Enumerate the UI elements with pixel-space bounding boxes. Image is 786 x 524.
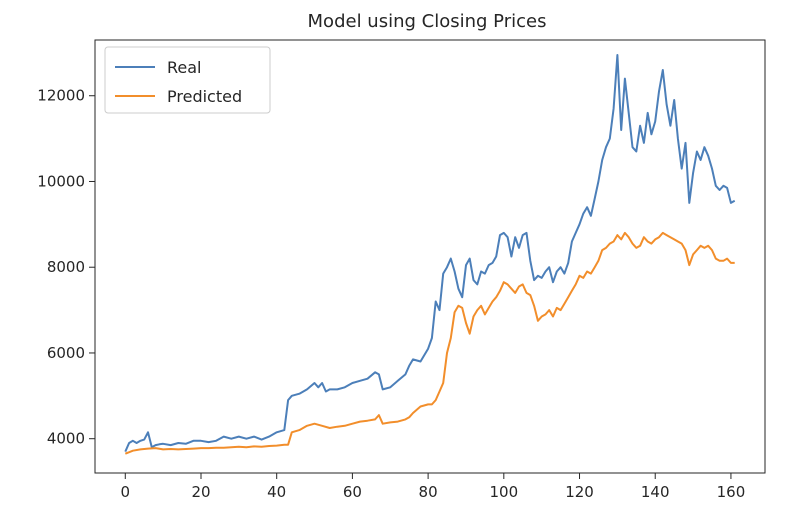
y-tick-label: 8000 xyxy=(47,258,85,276)
plot-area-frame xyxy=(94,39,766,474)
x-tick-label: 80 xyxy=(419,483,438,501)
legend-label-predicted: Predicted xyxy=(167,87,242,106)
x-tick-label: 120 xyxy=(565,483,594,501)
x-axis: 0 20 40 60 80 100 120 140 160 xyxy=(121,473,746,501)
x-tick-label: 60 xyxy=(343,483,362,501)
y-tick-label: 6000 xyxy=(47,344,85,362)
x-tick-label: 20 xyxy=(191,483,210,501)
chart-title: Model using Closing Prices xyxy=(308,11,547,32)
legend: Real Predicted xyxy=(104,46,271,114)
legend-label-real: Real xyxy=(167,58,202,77)
y-tick-label: 12000 xyxy=(37,87,85,105)
y-tick-label: 10000 xyxy=(37,172,85,190)
series-line-real xyxy=(124,54,736,453)
y-axis: 4000 6000 8000 10000 12000 xyxy=(37,87,95,448)
x-tick-label: 100 xyxy=(489,483,518,501)
x-tick-label: 160 xyxy=(717,483,746,501)
series-line-predicted xyxy=(124,231,735,455)
x-tick-label: 0 xyxy=(121,483,131,501)
x-tick-label: 40 xyxy=(267,483,286,501)
y-tick-label: 4000 xyxy=(47,430,85,448)
x-tick-label: 140 xyxy=(641,483,670,501)
series-layer xyxy=(124,54,736,455)
